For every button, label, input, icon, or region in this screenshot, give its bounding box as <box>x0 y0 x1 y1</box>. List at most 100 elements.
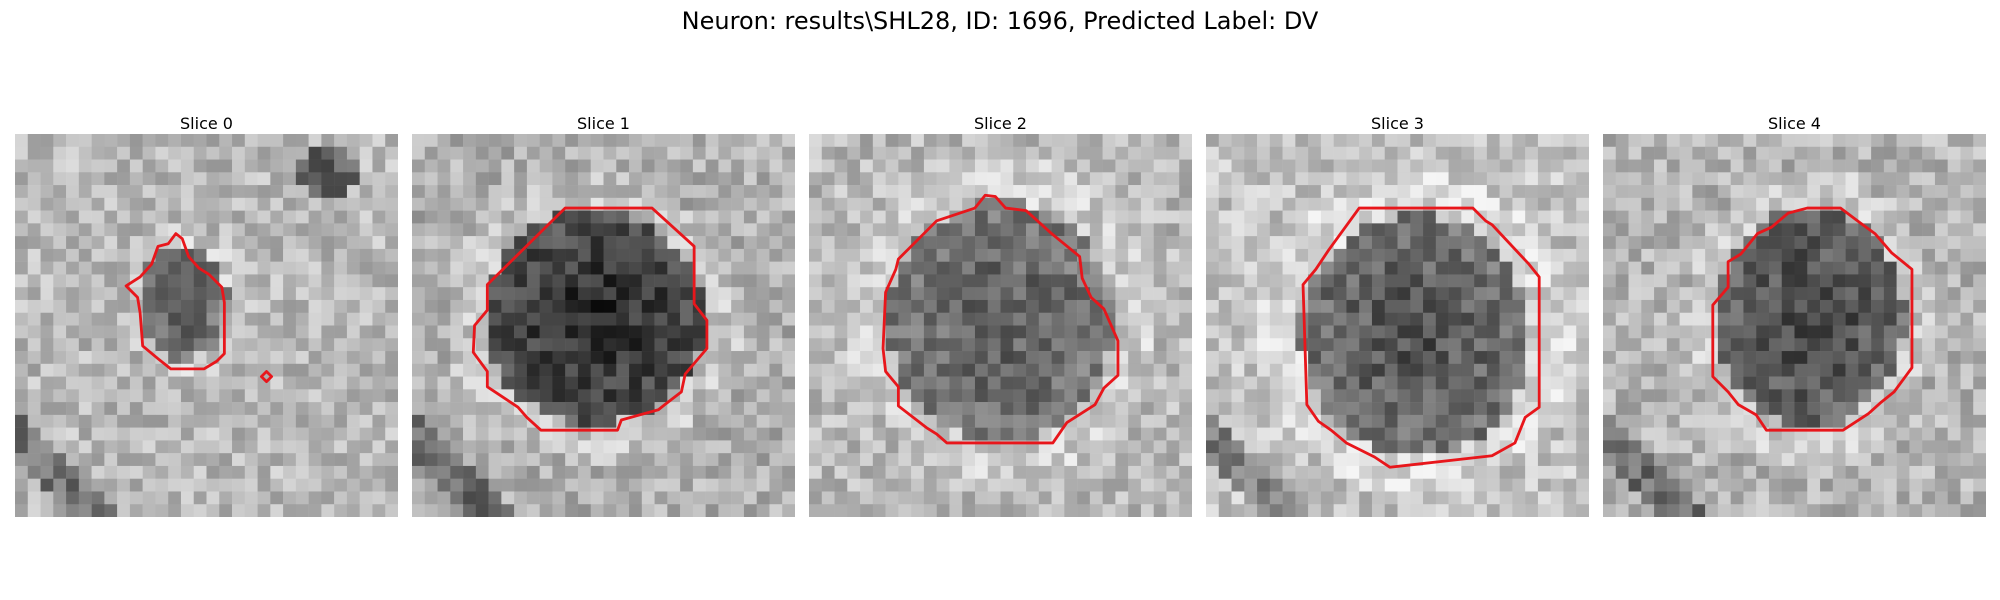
image-pixel <box>1320 453 1334 467</box>
image-pixel <box>1269 287 1283 301</box>
image-pixel <box>1064 223 1078 237</box>
image-pixel <box>743 312 757 326</box>
image-pixel <box>1333 465 1347 479</box>
image-pixel <box>756 376 770 390</box>
image-pixel <box>27 146 41 160</box>
image-pixel <box>1269 338 1283 352</box>
image-pixel <box>321 325 335 339</box>
image-pixel <box>180 197 194 211</box>
image-pixel <box>1896 185 1910 199</box>
image-pixel <box>1000 134 1014 148</box>
image-pixel <box>346 427 360 441</box>
image-pixel <box>731 325 745 339</box>
image-pixel <box>552 453 566 467</box>
image-pixel <box>1960 299 1974 313</box>
image-pixel <box>590 338 604 352</box>
image-pixel <box>1269 414 1283 428</box>
image-pixel <box>437 440 451 454</box>
image-pixel <box>680 465 694 479</box>
image-pixel <box>40 210 54 224</box>
image-pixel <box>1359 210 1373 224</box>
image-pixel <box>987 299 1001 313</box>
image-pixel <box>1743 325 1757 339</box>
image-pixel <box>987 274 1001 288</box>
image-pixel <box>821 197 835 211</box>
image-pixel <box>1231 274 1245 288</box>
image-pixel <box>809 465 823 479</box>
image-pixel <box>885 402 899 416</box>
image-pixel <box>1128 325 1142 339</box>
image-pixel <box>1768 299 1782 313</box>
image-pixel <box>1641 465 1655 479</box>
image-pixel <box>743 504 757 517</box>
image-pixel <box>117 287 131 301</box>
image-pixel <box>283 363 297 377</box>
image-pixel <box>1026 478 1040 492</box>
image-pixel <box>1845 299 1859 313</box>
image-pixel <box>1537 325 1551 339</box>
image-pixel <box>552 287 566 301</box>
image-pixel <box>78 197 92 211</box>
image-pixel <box>756 134 770 148</box>
image-pixel <box>872 223 886 237</box>
image-pixel <box>552 261 566 275</box>
image-pixel <box>1576 146 1589 160</box>
image-pixel <box>731 453 745 467</box>
image-pixel <box>1371 172 1385 186</box>
image-pixel <box>488 465 502 479</box>
image-pixel <box>257 261 271 275</box>
image-pixel <box>1064 299 1078 313</box>
image-pixel <box>1257 414 1271 428</box>
image-pixel <box>629 351 643 365</box>
image-pixel <box>718 491 732 505</box>
image-pixel <box>1166 134 1180 148</box>
image-pixel <box>91 146 105 160</box>
image-pixel <box>168 248 182 262</box>
image-pixel <box>1922 185 1936 199</box>
image-pixel <box>1654 172 1668 186</box>
image-pixel <box>129 185 143 199</box>
image-pixel <box>1603 402 1617 416</box>
image-pixel <box>718 338 732 352</box>
image-pixel <box>53 440 67 454</box>
image-pixel <box>334 453 348 467</box>
image-pixel <box>1628 197 1642 211</box>
image-pixel <box>718 389 732 403</box>
image-pixel <box>206 389 220 403</box>
image-pixel <box>782 504 795 517</box>
image-pixel <box>346 159 360 173</box>
image-pixel <box>514 134 528 148</box>
image-pixel <box>53 478 67 492</box>
image-pixel <box>450 248 464 262</box>
image-pixel <box>821 453 835 467</box>
image-pixel <box>1832 287 1846 301</box>
image-pixel <box>334 274 348 288</box>
image-pixel <box>1371 427 1385 441</box>
image-pixel <box>1550 491 1564 505</box>
image-pixel <box>1603 236 1617 250</box>
image-pixel <box>667 376 681 390</box>
image-pixel <box>244 299 258 313</box>
image-pixel <box>463 172 477 186</box>
image-pixel <box>1858 134 1872 148</box>
image-pixel <box>809 299 823 313</box>
image-pixel <box>1269 274 1283 288</box>
image-pixel <box>1474 440 1488 454</box>
image-pixel <box>1269 146 1283 160</box>
image-pixel <box>1820 134 1834 148</box>
image-pixel <box>1820 274 1834 288</box>
image-pixel <box>821 363 835 377</box>
image-pixel <box>756 185 770 199</box>
image-pixel <box>974 491 988 505</box>
image-pixel <box>1486 312 1500 326</box>
image-pixel <box>1257 236 1271 250</box>
image-pixel <box>552 274 566 288</box>
image-pixel <box>1013 236 1027 250</box>
image-pixel <box>782 363 795 377</box>
image-pixel <box>1308 248 1322 262</box>
image-pixel <box>463 376 477 390</box>
image-pixel <box>949 312 963 326</box>
image-pixel <box>1960 287 1974 301</box>
image-pixel <box>718 248 732 262</box>
image-pixel <box>1231 491 1245 505</box>
